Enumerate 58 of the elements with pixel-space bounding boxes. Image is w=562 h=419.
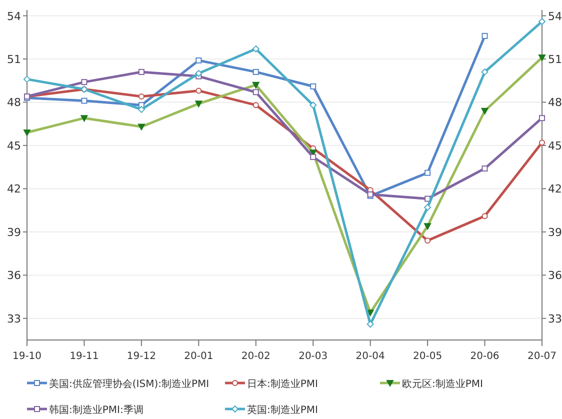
point [538, 18, 546, 26]
x-tick-label: 20-07 [527, 351, 557, 362]
point [196, 57, 202, 64]
point [81, 79, 88, 86]
legend-label: 韩国:制造业PMI:季调 [49, 404, 144, 416]
y-tick-label: 54 [7, 10, 21, 23]
x-tick-label: 20-01 [184, 351, 214, 362]
x-tick-label: 20-04 [356, 351, 385, 362]
y2-tick-label: 51 [548, 52, 562, 66]
legend-label: 英国:制造业PMI [247, 404, 318, 416]
point [24, 76, 30, 83]
y-tick-label: 42 [7, 182, 21, 196]
point [310, 83, 316, 90]
y-tick-label: 48 [7, 96, 21, 110]
legend-label: 美国:供应管理协会(ISM):制造业PMI [49, 378, 210, 390]
point [252, 68, 259, 75]
x-tick-label: 19-12 [126, 351, 156, 362]
point [81, 98, 88, 104]
x-tick-label: 20-02 [241, 351, 270, 362]
point [138, 106, 145, 113]
x-tick-label: 19-11 [70, 351, 99, 362]
x-tick-label: 20-05 [413, 351, 442, 362]
point [252, 89, 259, 96]
y2-tick-label: 48 [548, 96, 562, 110]
point [424, 204, 432, 211]
y-tick-label: 45 [7, 139, 21, 152]
point [481, 68, 488, 76]
point [482, 166, 488, 172]
x-tick-label: 20-06 [470, 351, 500, 362]
point [424, 238, 431, 244]
point [252, 45, 260, 52]
y2-tick-label: 33 [548, 312, 562, 326]
point [310, 154, 316, 160]
point [195, 70, 202, 77]
y-tick-label: 51 [7, 52, 21, 66]
y2-tick-label: 42 [548, 182, 562, 196]
y-tick-label: 39 [7, 226, 21, 239]
point [366, 320, 374, 328]
point [196, 88, 202, 94]
point [138, 93, 144, 100]
point [310, 102, 317, 109]
x-tick-label: 20-03 [298, 351, 328, 362]
y2-tick-label: 39 [548, 226, 562, 239]
y-tick-label: 36 [7, 269, 21, 282]
point [539, 140, 545, 146]
point [252, 102, 259, 108]
point [138, 68, 144, 75]
y2-tick-label: 36 [548, 269, 562, 282]
legend-label: 日本:制造业PMI [247, 378, 318, 390]
point [539, 115, 545, 122]
legend-label: 欧元区:制造业PMI [402, 378, 483, 390]
x-tick-label: 19-10 [12, 351, 42, 362]
point [482, 213, 488, 220]
point [482, 32, 488, 39]
y2-tick-label: 45 [548, 139, 562, 152]
y2-tick-label: 54 [548, 10, 562, 23]
point [424, 170, 431, 176]
y-tick-label: 33 [7, 312, 21, 326]
